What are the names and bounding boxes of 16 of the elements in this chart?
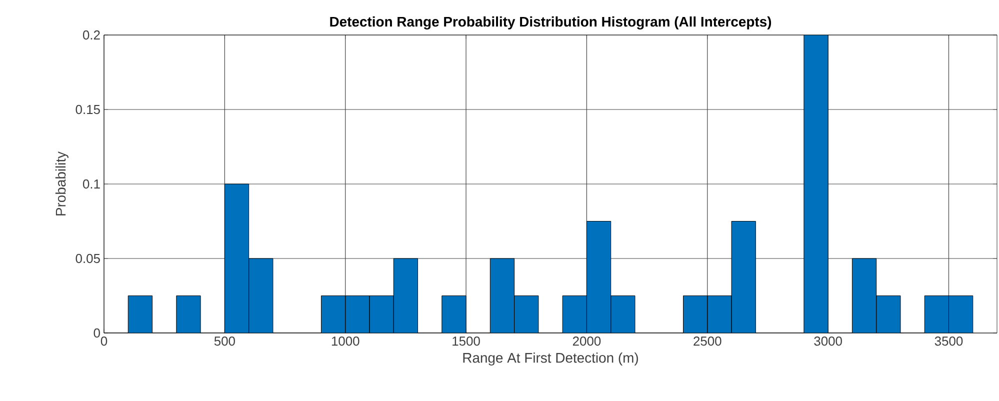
x-tick-label: 2000 — [572, 336, 601, 346]
x-tick-label: 2500 — [694, 336, 722, 346]
x-tick-label: 1500 — [452, 336, 480, 346]
y-axis-title: Probability — [55, 151, 68, 216]
x-tick-label: 3000 — [814, 336, 842, 346]
x-tick-label: 0 — [100, 336, 108, 346]
x-axis-title: Range At First Detection (m) — [463, 352, 638, 366]
y-tick-label: 0.15 — [76, 104, 100, 114]
x-tick-label: 1000 — [332, 336, 360, 346]
y-tick-label: 0 — [94, 328, 100, 338]
chart-title: Detection Range Probability Distribution Histogram (All Intercepts) — [330, 16, 772, 30]
x-tick-label: 500 — [214, 336, 235, 346]
y-tick-label: 0.05 — [76, 254, 100, 264]
y-tick-label: 0.2 — [82, 30, 100, 40]
x-tick-label: 3500 — [934, 336, 963, 346]
y-tick-label: 0.1 — [82, 179, 100, 189]
